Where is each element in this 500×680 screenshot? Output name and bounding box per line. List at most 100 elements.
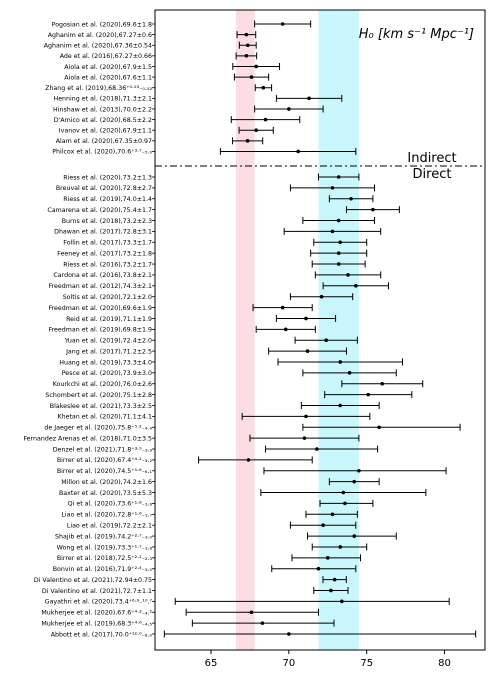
row-label-direct-4: Burns et al. (2018),73.2±2.3 xyxy=(62,218,152,225)
point-direct-35 xyxy=(325,556,330,560)
row-label-direct-42: Abbott et al. (2017),70.0⁺¹²·⁰₋₈.₀ xyxy=(51,631,153,638)
point-indirect-4 xyxy=(254,64,258,69)
reference-bands xyxy=(235,10,359,650)
row-label-direct-22: Khetan et al. (2020),71.1±4.1 xyxy=(57,414,152,421)
row-label-indirect-7: Henning et al. (2018),71.3±2.1 xyxy=(53,96,152,103)
point-direct-1 xyxy=(330,186,335,190)
row-label-indirect-2: Aghanim et al. (2020),67.36±0.54 xyxy=(44,43,152,50)
row-label-direct-14: Freedman et al. (2019),69.8±1.9 xyxy=(48,327,152,334)
row-label-direct-12: Freedman et al. (2020),69.6±1.9 xyxy=(48,305,152,312)
point-direct-16 xyxy=(305,349,310,353)
point-direct-9 xyxy=(346,273,350,277)
band-0 xyxy=(235,10,255,650)
point-direct-37 xyxy=(332,577,337,582)
point-direct-5 xyxy=(330,229,335,234)
row-label-direct-11: Soltis et al. (2020),72.1±2.0 xyxy=(63,294,152,301)
point-indirect-8 xyxy=(287,107,291,111)
point-direct-19 xyxy=(380,381,385,386)
point-indirect-1 xyxy=(244,32,249,37)
row-label-direct-6: Follin et al. (2017),73.3±1.7 xyxy=(63,240,152,247)
point-direct-21 xyxy=(338,403,343,408)
point-direct-38 xyxy=(329,588,333,593)
point-direct-10 xyxy=(354,284,358,288)
row-label-direct-7: Feeney et al. (2017),73.2±1.8 xyxy=(57,250,152,257)
point-direct-17 xyxy=(338,360,343,364)
plot-frame xyxy=(154,9,486,651)
row-label-direct-30: Qi et al. (2020),73.6⁺¹·⁸₋₁.₆ xyxy=(68,501,153,508)
row-label-direct-5: Dhawan et al. (2017),72.8±3.1 xyxy=(54,229,152,236)
point-direct-36 xyxy=(316,566,321,571)
row-label-indirect-6: Zhang et al. (2019),68.36⁺⁰·⁵³₋₀.₅₂ xyxy=(45,85,152,92)
row-label-direct-27: Birrer et al. (2020),74.5⁺⁵·⁶₋₆.₁ xyxy=(57,468,153,475)
point-direct-28 xyxy=(352,479,357,484)
x-tick-label-65: 65 xyxy=(205,658,218,669)
x-tick-label-70: 70 xyxy=(283,658,296,669)
row-label-indirect-10: Ivanov et al. (2020),67.9±1.1 xyxy=(59,128,152,135)
row-label-direct-24: Fernandez Arenas et al. (2018),71.0±3.5 xyxy=(23,435,152,442)
point-direct-7 xyxy=(336,251,341,255)
point-indirect-5 xyxy=(249,75,254,79)
row-label-direct-36: Bonvin et al. (2016),71.9⁺²·⁴₋₃.₀ xyxy=(53,566,153,573)
row-label-direct-29: Baxter et al. (2020),73.5±5.3 xyxy=(59,490,152,497)
point-indirect-3 xyxy=(244,54,249,58)
row-label-direct-39: Gayathri et al. (2020),73.4⁺⁶·⁹₋¹⁰.⁷ xyxy=(45,599,153,606)
row-label-direct-28: Millon et al. (2020),74.2±1.6 xyxy=(61,479,152,486)
x-tick-label-80: 80 xyxy=(438,658,451,669)
point-direct-6 xyxy=(338,240,343,245)
point-direct-40 xyxy=(249,610,254,615)
point-indirect-7 xyxy=(307,96,311,101)
row-label-direct-32: Liao et al. (2019),72.2±2.1 xyxy=(67,522,152,529)
row-label-direct-26: Birrer et al. (2020),67.4⁺⁴·¹₋₃.₂ xyxy=(57,457,153,464)
chart-title: H₀ [km s⁻¹ Mpc⁻¹] xyxy=(359,27,474,42)
indirect-label: Indirect xyxy=(407,151,456,166)
row-label-direct-31: Liao et al. (2020),72.8⁺¹·⁶₋₁.₇ xyxy=(61,512,152,519)
row-label-direct-41: Mukherjee et al. (2019),68.3⁺⁴·⁶₋₄.₅ xyxy=(41,620,152,627)
point-direct-15 xyxy=(324,338,329,343)
point-direct-27 xyxy=(357,468,361,473)
row-labels: Pogosian et al. (2020),69.6±1.8 Aghanim e… xyxy=(23,21,152,638)
point-direct-30 xyxy=(343,501,347,506)
row-label-direct-1: Breuval et al. (2020),72.8±2.7 xyxy=(56,185,152,192)
row-label-direct-33: Shajib et al. (2019),74.2⁺²·⁷₋₃.₀ xyxy=(55,533,152,540)
row-label-direct-34: Wong et al. (2019),73.3⁺¹·⁷₋₁.₈ xyxy=(57,544,153,551)
indirect-direct-separator: Indirect Direct xyxy=(155,151,485,182)
point-direct-26 xyxy=(246,458,251,462)
band-1 xyxy=(318,10,359,650)
row-label-direct-8: Riess et al. (2016),73.2±1.7 xyxy=(63,261,152,268)
point-indirect-9 xyxy=(263,117,268,122)
row-label-direct-16: Jang et al. (2017),71.2±2.5 xyxy=(65,348,152,355)
row-label-direct-21: Blakeslee et al. (2021),73.3±2.5 xyxy=(50,403,152,410)
point-direct-25 xyxy=(315,447,319,451)
row-label-direct-0: Riess et al. (2020),73.2±1.3 xyxy=(63,174,152,181)
point-direct-2 xyxy=(349,196,353,201)
point-indirect-11 xyxy=(245,139,250,143)
row-label-direct-23: de Jaeger et al. (2020),75.8⁺⁵·²₋₄.₉ xyxy=(44,425,152,432)
row-label-direct-37: Di Valentino et al. (2021),72.94±0.75 xyxy=(34,577,152,584)
row-label-indirect-4: Aiola et al. (2020),67.9±1.5 xyxy=(64,64,152,71)
point-direct-4 xyxy=(336,218,341,223)
point-direct-23 xyxy=(377,425,381,430)
point-direct-39 xyxy=(339,599,344,604)
point-direct-13 xyxy=(304,316,308,321)
row-label-direct-10: Freedman et al. (2012),74.3±2.1 xyxy=(48,283,152,290)
row-label-direct-13: Reid et al. (2019),71.1±1.9 xyxy=(66,316,152,323)
point-direct-3 xyxy=(371,207,375,212)
row-label-direct-38: Di Valentino et al. (2021),72.7±1.1 xyxy=(42,588,152,595)
point-direct-20 xyxy=(366,392,371,397)
point-direct-24 xyxy=(302,436,307,440)
measurements xyxy=(163,20,477,638)
x-tick-label-75: 75 xyxy=(360,658,373,669)
row-label-direct-25: Denzel et al. (2021),71.8⁺³·⁹₋₃.₃ xyxy=(53,446,153,453)
row-label-indirect-8: Hinshaw et al. (2013),70.0±2.2 xyxy=(53,106,152,113)
row-label-indirect-1: Aghanim et al. (2020),67.27±0.6 xyxy=(48,32,152,39)
row-label-indirect-5: Aiola et al. (2020),67.6±1.1 xyxy=(64,74,152,81)
row-label-indirect-3: Ade et al. (2016),67.27±0.66 xyxy=(60,53,152,60)
point-indirect-0 xyxy=(280,22,285,26)
point-direct-32 xyxy=(321,523,325,527)
row-label-direct-18: Pesce et al. (2020),73.9±3.0 xyxy=(62,370,152,377)
point-direct-31 xyxy=(330,512,335,517)
point-direct-12 xyxy=(280,305,285,310)
row-label-indirect-11: Alam et al. (2020),67.35±0.97 xyxy=(56,138,152,145)
point-indirect-6 xyxy=(261,85,266,90)
point-direct-0 xyxy=(336,175,341,179)
